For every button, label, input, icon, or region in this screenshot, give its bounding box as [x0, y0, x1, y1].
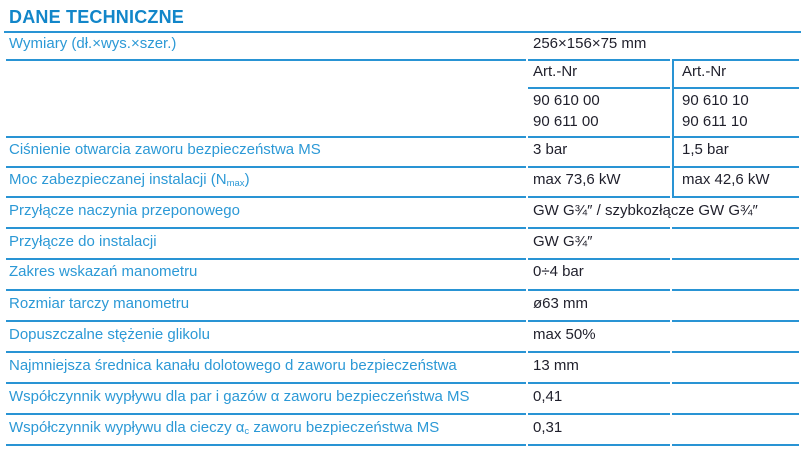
- row-value-left: 3 bar: [528, 138, 670, 168]
- artnr-left-line2: 90 611 00: [533, 112, 599, 130]
- table-row-vessel-connection: Przyłącze naczynia przeponowego GW G¾″ /…: [6, 198, 799, 229]
- row-label: Rozmiar tarczy manometru: [6, 291, 526, 322]
- row-label: Najmniejsza średnica kanału dolotowego d…: [6, 353, 526, 384]
- row-value: ø63 mm: [528, 291, 670, 322]
- row-value-left: max 73,6 kW: [528, 168, 670, 198]
- table-row-dimensions: Wymiary (dł.×wys.×szer.) 256×156×75 mm: [6, 33, 799, 61]
- row-label: Wymiary (dł.×wys.×szer.): [6, 33, 526, 61]
- row-value-text: 0÷4 bar: [533, 263, 584, 278]
- row-value-text: GW G¾″: [533, 232, 593, 250]
- artnr-header-right: Art.-Nr: [672, 61, 799, 89]
- row-value-secondary: [672, 260, 799, 291]
- table-row-outflow-coeff-liquid: Współczynnik wypływu dla cieczy αc zawor…: [6, 415, 799, 446]
- row-value: max 50%: [528, 322, 670, 353]
- row-value-right-text: max 42,6 kW: [682, 171, 770, 188]
- row-label-text: Wymiary (dł.×wys.×szer.): [9, 35, 177, 52]
- row-value-text: GW G¾″ / szybkozłącze GW G¾″: [533, 201, 758, 219]
- row-value-text: 0,31: [533, 418, 563, 436]
- row-value-left-text: max 73,6 kW: [533, 171, 621, 188]
- table-row-artnr-values: 90 610 00 90 611 00 90 610 10 90 611 10: [6, 89, 799, 138]
- row-label-text: Przyłącze naczynia przeponowego: [9, 201, 240, 219]
- row-value-secondary: [672, 198, 799, 229]
- row-label-text: Współczynnik wypływu dla par i gazów α z…: [9, 387, 470, 405]
- row-value: 0÷4 bar: [528, 260, 670, 291]
- artnr-left-line1: 90 610 00: [533, 91, 600, 109]
- row-label-text: Dopuszczalne stężenie glikolu: [9, 325, 210, 343]
- row-label: Współczynnik wypływu dla cieczy αc zawor…: [6, 415, 526, 446]
- row-label: Moc zabezpieczanej instalacji (Nmax): [6, 168, 526, 198]
- row-value-left-text: 3 bar: [533, 141, 568, 158]
- row-value-text: ø63 mm: [533, 294, 589, 312]
- row-label: Przyłącze do instalacji: [6, 229, 526, 260]
- row-value-text: 0,41: [533, 387, 563, 405]
- row-label: Dopuszczalne stężenie glikolu: [6, 322, 526, 353]
- artnr-header-right-text: Art.-Nr: [682, 63, 727, 80]
- table-row-installation-connection: Przyłącze do instalacji GW G¾″: [6, 229, 799, 260]
- row-value-secondary: [672, 353, 799, 384]
- artnr-values-left: 90 610 00 90 611 00: [528, 89, 670, 138]
- table-row-outflow-coeff-gas: Współczynnik wypływu dla par i gazów α z…: [6, 384, 799, 415]
- row-label: Ciśnienie otwarcia zaworu bezpieczeństwa…: [6, 138, 526, 168]
- row-value: 0,31: [528, 415, 670, 446]
- table-row-artnr-header: Art.-Nr Art.-Nr: [6, 61, 799, 89]
- table-row-inlet-diameter: Najmniejsza średnica kanału dolotowego d…: [6, 353, 799, 384]
- row-value-secondary: [672, 33, 799, 61]
- section-title: DANE TECHNICZNE: [4, 6, 801, 33]
- table-row-gauge-dial-size: Rozmiar tarczy manometru ø63 mm: [6, 291, 799, 322]
- row-value-secondary: [672, 384, 799, 415]
- row-label-suffix: zaworu bezpieczeństwa MS: [249, 418, 440, 436]
- row-label: [6, 89, 526, 138]
- artnr-right-line1: 90 610 10: [682, 91, 749, 109]
- row-value: 256×156×75 mm: [528, 33, 670, 61]
- row-label: Współczynnik wypływu dla par i gazów α z…: [6, 384, 526, 415]
- row-value-text: max 50%: [533, 325, 596, 343]
- table-row-gauge-range: Zakres wskazań manometru 0÷4 bar: [6, 260, 799, 291]
- row-value-right: 1,5 bar: [672, 138, 799, 168]
- row-label-text: Ciśnienie otwarcia zaworu bezpieczeństwa…: [9, 141, 321, 158]
- row-value-text: 13 mm: [533, 356, 579, 374]
- table-row-opening-pressure: Ciśnienie otwarcia zaworu bezpieczeństwa…: [6, 138, 799, 168]
- artnr-header-left: Art.-Nr: [528, 61, 670, 89]
- row-value: 0,41: [528, 384, 670, 415]
- row-value-secondary: [672, 322, 799, 353]
- row-value: GW G¾″: [528, 229, 670, 260]
- table-row-glycol-concentration: Dopuszczalne stężenie glikolu max 50%: [6, 322, 799, 353]
- artnr-header-left-text: Art.-Nr: [533, 63, 578, 80]
- row-label: Przyłącze naczynia przeponowego: [6, 198, 526, 229]
- row-label-prefix: Współczynnik wypływu dla cieczy α: [9, 418, 245, 436]
- row-value-secondary: [672, 229, 799, 260]
- row-label: Zakres wskazań manometru: [6, 260, 526, 291]
- row-value-secondary: [672, 291, 799, 322]
- table-row-max-power: Moc zabezpieczanej instalacji (Nmax) max…: [6, 168, 799, 198]
- row-label: [6, 61, 526, 89]
- row-value-right-text: 1,5 bar: [682, 141, 729, 158]
- row-value-right: max 42,6 kW: [672, 168, 799, 198]
- row-label-text: Przyłącze do instalacji: [9, 232, 157, 250]
- artnr-right-line2: 90 611 10: [682, 112, 748, 130]
- row-label-subscript: c: [244, 425, 250, 437]
- spec-table: Wymiary (dł.×wys.×szer.) 256×156×75 mm A…: [4, 33, 801, 446]
- row-label-text: Zakres wskazań manometru: [9, 263, 198, 278]
- row-label-text: Najmniejsza średnica kanału dolotowego d…: [9, 356, 457, 374]
- row-value-secondary: [672, 415, 799, 446]
- row-label-prefix: Moc zabezpieczanej instalacji (N: [9, 171, 227, 188]
- artnr-values-right: 90 610 10 90 611 10: [672, 89, 799, 138]
- row-label-text: Rozmiar tarczy manometru: [9, 294, 190, 312]
- row-value: 13 mm: [528, 353, 670, 384]
- row-value-text: 256×156×75 mm: [533, 35, 647, 52]
- row-label-subscript: max: [226, 178, 245, 189]
- row-label-suffix: ): [244, 171, 250, 188]
- row-value: GW G¾″ / szybkozłącze GW G¾″: [528, 198, 758, 229]
